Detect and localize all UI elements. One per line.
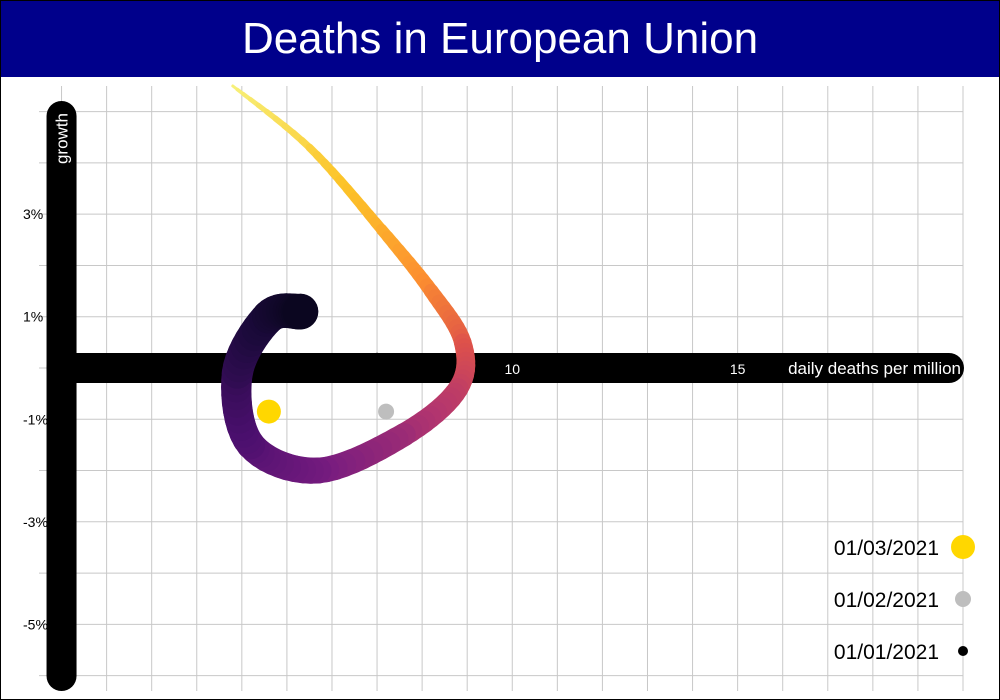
y-tick-label: -3% — [23, 514, 48, 530]
y-tick-label: 1% — [23, 309, 43, 325]
x-axis-title: daily deaths per million — [788, 359, 961, 378]
date-markers — [256, 352, 395, 424]
tick-labels: 3% 1% -1% -3% -5% 10 15 daily deaths per millio… — [23, 113, 961, 632]
y-tick-label: 3% — [23, 206, 43, 222]
axes — [46, 101, 964, 691]
trajectory-path — [221, 84, 476, 484]
y-tick-label: -1% — [23, 411, 48, 427]
chart-title: Deaths in European Union — [1, 1, 999, 77]
marker-01-01-2021 — [372, 352, 383, 363]
y-tick-label: -5% — [23, 616, 48, 632]
legend-swatch — [955, 591, 971, 607]
legend: 01/03/2021 01/02/2021 01/01/2021 — [834, 535, 975, 664]
marker-01-02-2021 — [378, 403, 395, 420]
legend-swatch — [951, 535, 975, 559]
x-tick-label: 15 — [730, 361, 746, 377]
legend-label: 01/03/2021 — [834, 537, 939, 560]
legend-label: 01/02/2021 — [834, 589, 939, 612]
legend-label: 01/01/2021 — [834, 641, 939, 664]
marker-01-03-2021 — [256, 399, 281, 424]
x-tick-label: 10 — [504, 361, 520, 377]
grid — [39, 86, 964, 691]
y-axis-title: growth — [53, 113, 72, 164]
legend-swatch — [958, 646, 968, 656]
